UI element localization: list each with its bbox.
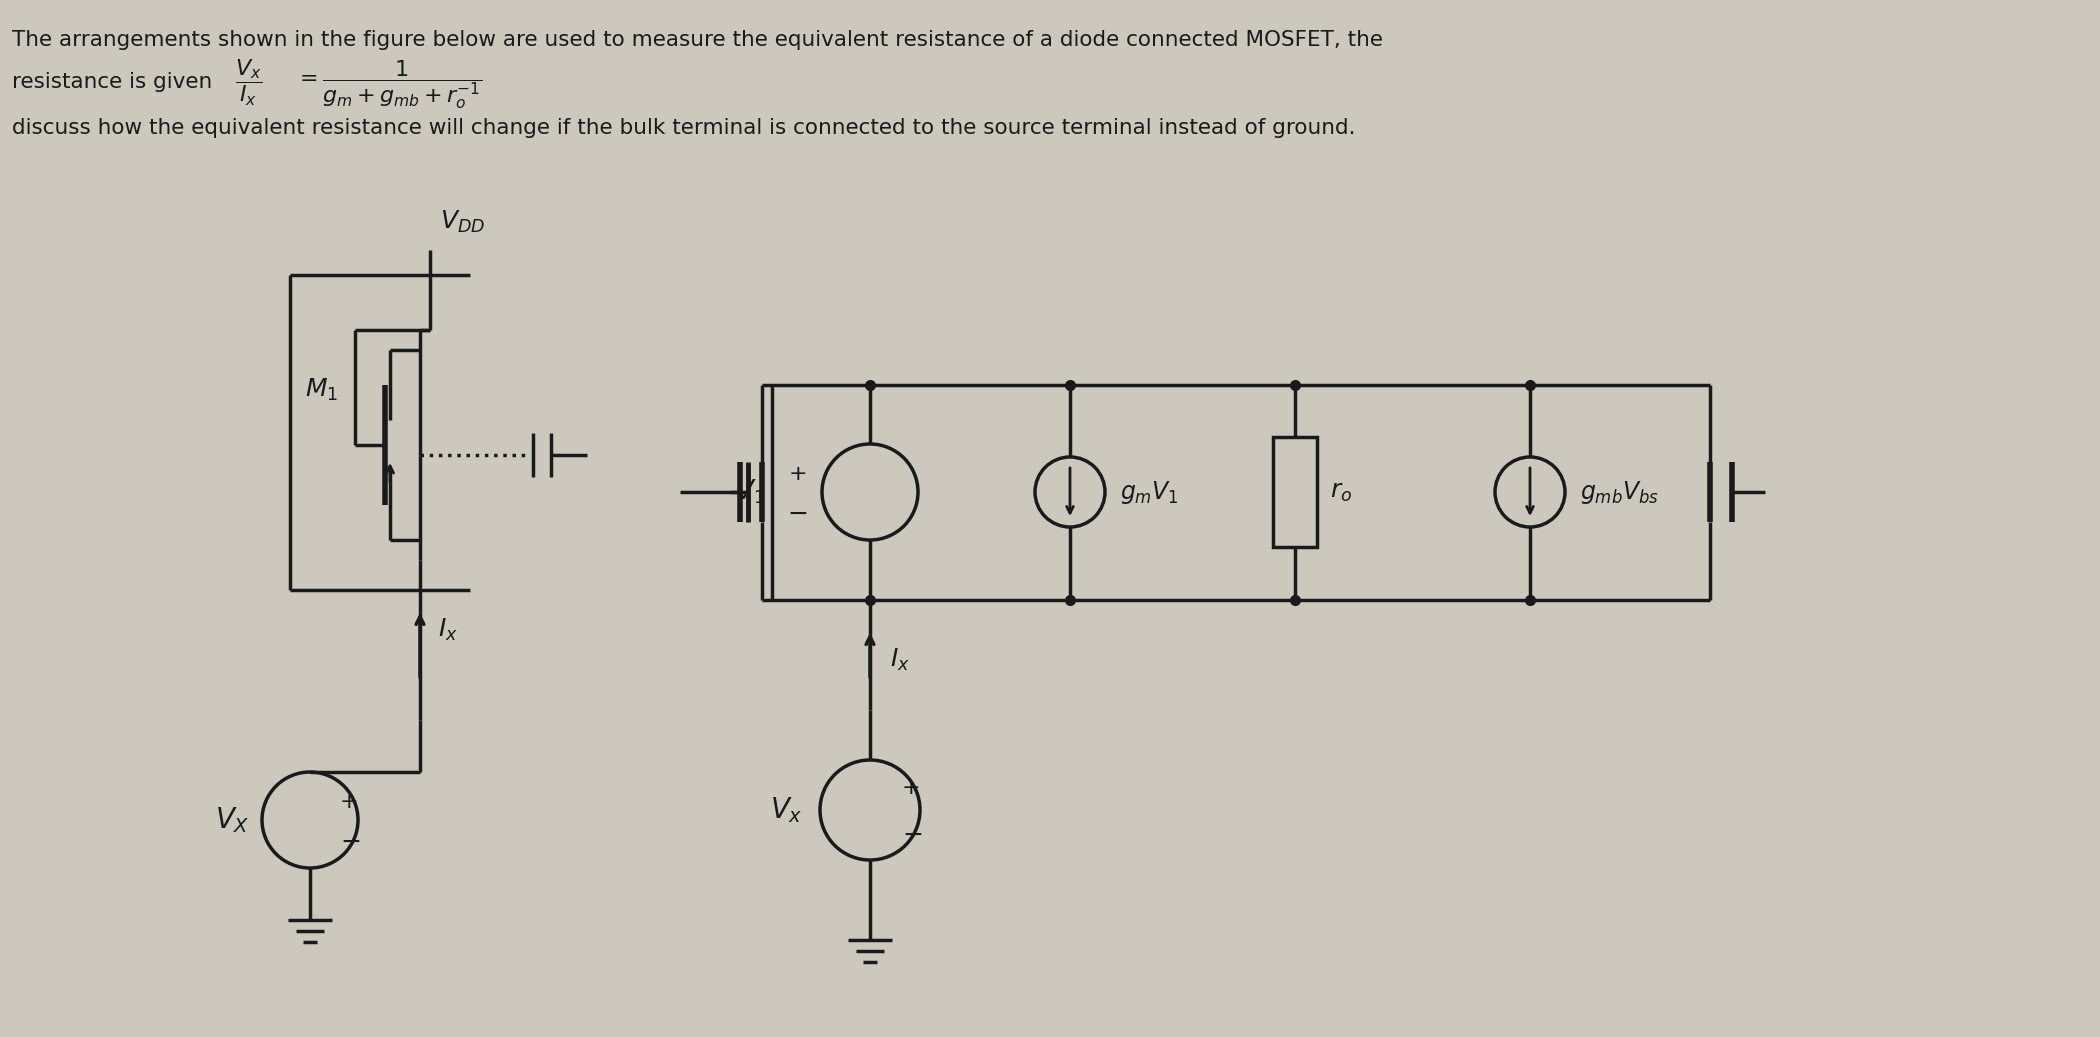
Text: discuss how the equivalent resistance will change if the bulk terminal is connec: discuss how the equivalent resistance wi…: [13, 118, 1354, 138]
Text: −: −: [903, 823, 924, 847]
Text: +: +: [790, 464, 806, 484]
Text: $V_x$: $V_x$: [771, 795, 802, 824]
Text: $\dfrac{V_x}{I_x}$: $\dfrac{V_x}{I_x}$: [235, 58, 262, 108]
Text: $V_{DD}$: $V_{DD}$: [441, 208, 485, 235]
Text: +: +: [903, 778, 920, 798]
Text: $= \dfrac{1}{g_m+g_{mb}+r_o^{-1}}$: $= \dfrac{1}{g_m+g_{mb}+r_o^{-1}}$: [294, 58, 483, 111]
Text: $V_X$: $V_X$: [214, 805, 250, 835]
Text: $r_o$: $r_o$: [1329, 480, 1352, 504]
Text: $I_x$: $I_x$: [439, 617, 458, 643]
Text: −: −: [340, 830, 361, 854]
Text: $I_x$: $I_x$: [890, 647, 909, 673]
Text: −: −: [788, 502, 808, 526]
Text: +: +: [340, 792, 359, 812]
Text: $M_1$: $M_1$: [304, 376, 338, 403]
Text: $g_m V_1$: $g_m V_1$: [1119, 478, 1178, 505]
Text: $V_1$: $V_1$: [735, 478, 764, 506]
Text: The arrangements shown in the figure below are used to measure the equivalent re: The arrangements shown in the figure bel…: [13, 30, 1384, 50]
Text: resistance is given: resistance is given: [13, 72, 218, 92]
Text: $g_{mb} V_{bs}$: $g_{mb} V_{bs}$: [1579, 478, 1659, 505]
